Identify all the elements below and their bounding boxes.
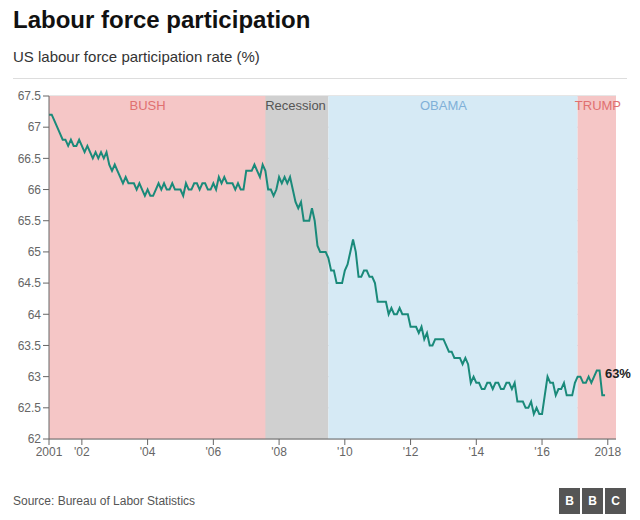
svg-text:62: 62 (28, 432, 42, 446)
svg-text:2001: 2001 (36, 445, 63, 459)
svg-text:'04: '04 (140, 445, 156, 459)
svg-text:'16: '16 (534, 445, 550, 459)
svg-text:'02: '02 (74, 445, 90, 459)
html-text:Labour force participation: Labour force participation (13, 6, 311, 33)
html-text:Source: Bureau of Labor Statis: Source: Bureau of Labor Statistics (13, 494, 196, 508)
svg-text:2018: 2018 (594, 445, 621, 459)
svg-text:63%: 63% (605, 366, 631, 381)
svg-text:BUSH: BUSH (130, 98, 166, 113)
svg-text:65.5: 65.5 (18, 214, 42, 228)
html-text:C: C (611, 494, 620, 508)
svg-text:'10: '10 (337, 445, 353, 459)
svg-text:'14: '14 (468, 445, 484, 459)
svg-text:OBAMA: OBAMA (420, 98, 467, 113)
svg-text:62.5: 62.5 (18, 401, 42, 415)
html-text:B: B (565, 494, 574, 508)
html-text:US labour force participation: US labour force participation rate (%) (13, 48, 260, 65)
svg-text:'08: '08 (271, 445, 287, 459)
html-text:B: B (588, 494, 597, 508)
svg-text:67.5: 67.5 (18, 89, 42, 103)
svg-text:63: 63 (28, 370, 42, 384)
svg-text:Recession: Recession (265, 98, 326, 113)
svg-text:65: 65 (28, 245, 42, 259)
svg-text:64: 64 (28, 308, 42, 322)
svg-text:67: 67 (28, 120, 42, 134)
svg-text:63.5: 63.5 (18, 339, 42, 353)
svg-text:'12: '12 (403, 445, 419, 459)
svg-text:66: 66 (28, 183, 42, 197)
svg-text:TRUMP: TRUMP (575, 98, 621, 113)
svg-text:64.5: 64.5 (18, 276, 42, 290)
svg-text:66.5: 66.5 (18, 152, 42, 166)
svg-text:'06: '06 (206, 445, 222, 459)
